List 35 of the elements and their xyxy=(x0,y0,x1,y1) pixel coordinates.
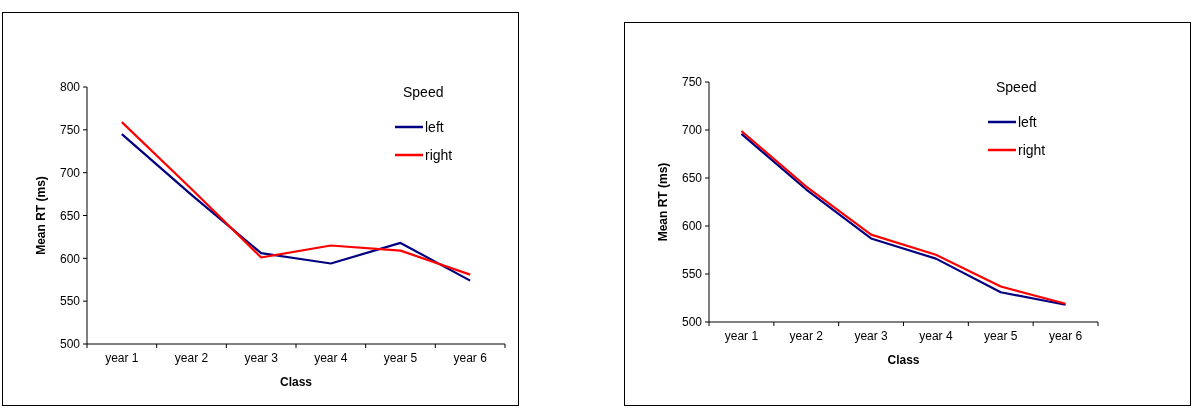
y-tick-label: 600 xyxy=(681,219,703,234)
legend-label: left xyxy=(1018,113,1037,130)
x-tick-label: year 2 xyxy=(174,351,209,365)
x-tick-label: year 6 xyxy=(453,351,488,365)
y-tick-label: 500 xyxy=(681,315,703,330)
x-tick-label: year 4 xyxy=(314,351,348,365)
legend-label: left xyxy=(425,118,444,135)
x-axis-title: Class xyxy=(887,353,920,367)
x-tick-label: year 2 xyxy=(789,329,824,343)
x-tick-label: year 3 xyxy=(854,329,889,343)
y-tick-label: 700 xyxy=(681,123,703,138)
x-tick-label: year 5 xyxy=(383,351,418,365)
y-tick-label: 800 xyxy=(59,80,81,95)
legend-label: right xyxy=(425,146,453,163)
x-tick-label: year 6 xyxy=(1048,329,1083,343)
y-tick-label: 650 xyxy=(681,171,703,186)
y-tick-label: 650 xyxy=(59,208,81,223)
x-tick-label: year 4 xyxy=(919,329,953,343)
x-tick-label: year 1 xyxy=(105,351,139,365)
y-tick-label: 700 xyxy=(59,165,81,180)
legend-label: right xyxy=(1018,141,1046,158)
legend-title: Speed xyxy=(403,84,444,100)
x-axis-title: Class xyxy=(279,375,313,389)
y-axis-title: Mean RT (ms) xyxy=(656,162,670,242)
x-tick-label: year 1 xyxy=(724,329,759,343)
y-tick-label: 500 xyxy=(59,337,81,352)
y-tick-label: 550 xyxy=(681,267,703,282)
y-tick-label: 750 xyxy=(681,75,703,90)
y-tick-label: 750 xyxy=(59,123,81,138)
x-tick-label: year 5 xyxy=(984,329,1018,343)
x-tick-label: year 3 xyxy=(244,351,279,365)
y-tick-label: 600 xyxy=(59,251,81,266)
legend-title: Speed xyxy=(996,79,1037,95)
y-axis-title: Mean RT (ms) xyxy=(34,176,48,255)
y-tick-label: 550 xyxy=(59,294,81,309)
